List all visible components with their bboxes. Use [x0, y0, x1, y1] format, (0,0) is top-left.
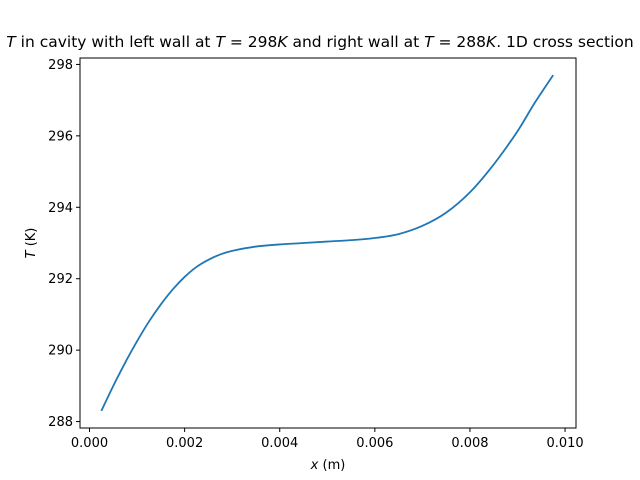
plot-area	[79, 57, 577, 429]
title-part: and right wall at	[288, 33, 425, 51]
x-tick-label: 0.002	[166, 436, 203, 451]
y-axis-label-part: (K)	[24, 228, 39, 251]
y-tick-label: 288	[48, 415, 73, 430]
x-tick-label: 0.006	[356, 436, 393, 451]
chart-title: T in cavity with left wall at T = 298K a…	[6, 33, 633, 51]
title-part: . 1D cross section	[496, 33, 634, 51]
title-part: = 288	[434, 33, 486, 51]
title-part: T	[215, 33, 226, 51]
y-tick-label: 298	[48, 58, 73, 73]
title-part: in cavity with left wall at	[16, 33, 216, 51]
x-axis-label-part: x	[310, 458, 319, 473]
title-part: T	[424, 33, 435, 51]
series-layer	[100, 74, 554, 412]
y-axis-label: T (K)	[24, 228, 39, 259]
x-axis-label-part: (m)	[318, 458, 345, 473]
y-tick-label: 296	[48, 129, 73, 144]
y-axis: 288 290 292 294 296 298	[48, 58, 80, 430]
x-tick-label: 0.008	[451, 436, 488, 451]
series-line	[100, 74, 554, 412]
title-part: T	[6, 33, 17, 51]
x-axis-label: x (m)	[310, 458, 346, 473]
x-axis: 0.000 0.002 0.004 0.006 0.008 0.010	[71, 428, 584, 451]
y-tick-label: 290	[48, 344, 73, 359]
title-part: = 298	[225, 33, 277, 51]
x-tick-label: 0.000	[71, 436, 108, 451]
title-part: K	[486, 33, 498, 51]
y-axis-label-part: T	[24, 249, 39, 258]
y-tick-label: 292	[48, 272, 73, 287]
x-tick-label: 0.010	[546, 436, 583, 451]
title-part: K	[277, 33, 289, 51]
x-tick-label: 0.004	[261, 436, 298, 451]
y-tick-label: 294	[48, 201, 73, 216]
